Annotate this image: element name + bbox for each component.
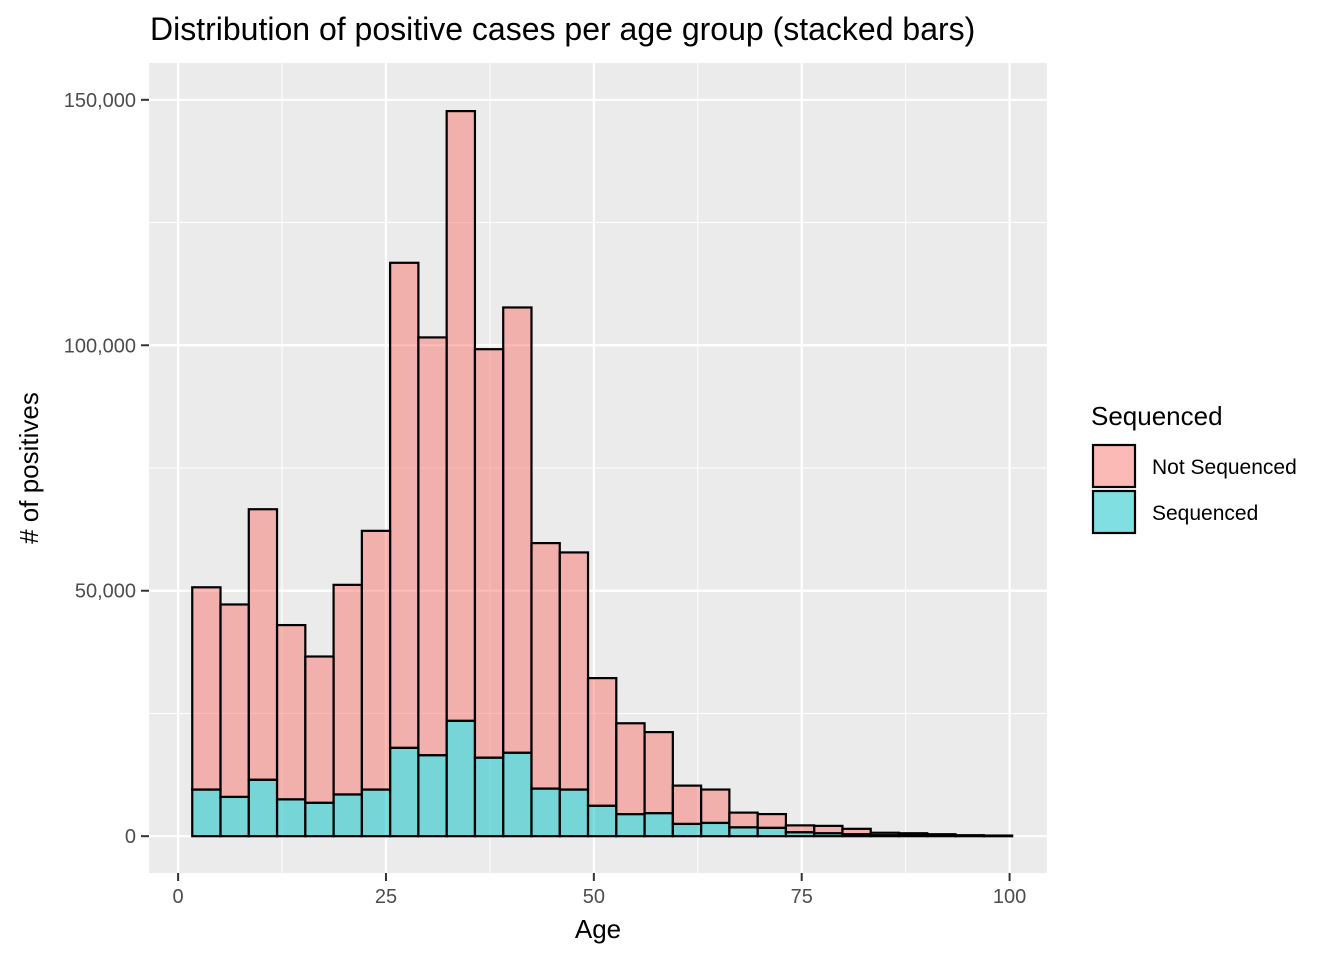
bar-sequenced [502,751,533,838]
bar-sequenced [247,778,279,838]
x-axis-title: Age [575,914,621,944]
bar-not-sequenced [304,655,335,804]
bar-sequenced [615,812,646,838]
bar-not-sequenced [219,603,250,799]
bar-sequenced [586,804,618,838]
bar-sequenced [417,754,448,838]
bar-sequenced [191,788,222,838]
x-tick-label: 100 [993,886,1026,908]
y-axis-title: # of positives [14,392,44,544]
legend-title: Sequenced [1091,401,1223,431]
legend-key-sequenced [1091,489,1137,535]
bar-not-sequenced [813,824,844,835]
bar-not-sequenced [897,832,929,837]
bar-sequenced [275,798,307,838]
bar-not-sequenced [558,551,590,791]
y-tick-label: 0 [125,826,136,848]
bar-not-sequenced [954,834,985,838]
bar-sequenced [219,795,250,838]
bar-not-sequenced [191,586,222,791]
y-tick-label: 100,000 [64,335,136,357]
y-axis: 0 50,000 100,000 150,000 [64,90,149,848]
bar-not-sequenced [530,542,561,790]
legend-label: Not Sequenced [1152,456,1297,479]
legend: Sequenced Not Sequenced Sequenced [1091,401,1297,535]
bar-not-sequenced [389,261,420,749]
chart-title: Distribution of positive cases per age g… [150,11,975,47]
x-tick-label: 50 [583,886,605,908]
bar-not-sequenced [784,824,816,834]
legend-key-not-sequenced [1091,443,1137,489]
bar-sequenced [332,793,363,838]
bar-sequenced [756,826,788,838]
bar-not-sequenced [502,306,533,754]
bar-not-sequenced [700,788,731,825]
bar-not-sequenced [756,812,788,829]
bar-not-sequenced [615,722,646,816]
bar-sequenced [304,801,335,838]
y-tick-label: 50,000 [75,581,136,603]
bar-sequenced [643,812,674,838]
bar-not-sequenced [671,784,703,826]
bar-sequenced [671,822,703,838]
bar-sequenced [558,788,590,838]
bar-sequenced [728,826,759,838]
bar-sequenced [473,756,505,838]
bar-not-sequenced [869,831,901,837]
bar-sequenced [700,821,731,838]
bar-sequenced [360,788,392,838]
bar-not-sequenced [275,623,307,801]
x-axis: 0 25 50 75 100 [173,873,1026,908]
bar-not-sequenced [247,508,279,781]
legend-label: Sequenced [1152,502,1258,525]
bar-not-sequenced [360,529,392,791]
bar-sequenced [445,719,477,838]
x-tick-label: 75 [791,886,813,908]
bar-sequenced [389,746,420,838]
bar-not-sequenced [926,833,957,837]
y-tick-label: 150,000 [64,90,136,112]
bar-not-sequenced [417,336,448,757]
bar-not-sequenced [473,348,505,759]
bar-not-sequenced [332,583,363,796]
x-tick-label: 0 [173,886,184,908]
x-tick-label: 25 [375,886,397,908]
bar-not-sequenced [643,731,674,815]
bar-not-sequenced [841,827,872,836]
bar-not-sequenced [445,110,477,722]
bar-not-sequenced [728,811,759,829]
bar-sequenced [530,787,561,838]
bar-not-sequenced [586,677,618,807]
bars [191,110,1014,838]
